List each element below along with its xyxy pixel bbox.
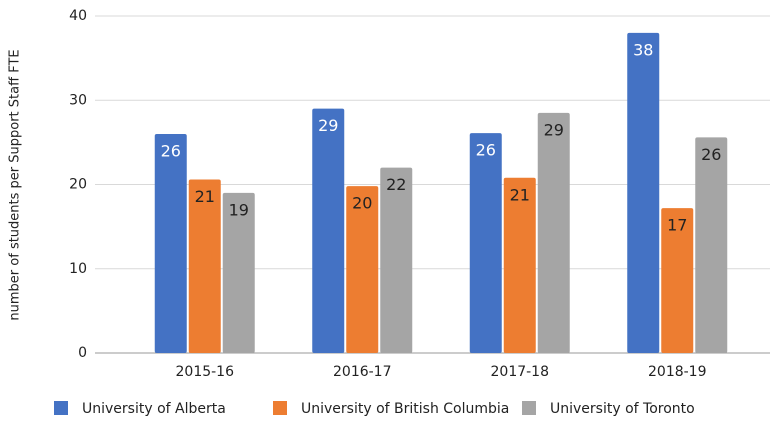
x-tick-label: 2016-17: [333, 364, 392, 380]
x-tick-label: 2015-16: [176, 364, 235, 380]
y-axis-title: number of students per Support Staff FTE: [8, 49, 23, 320]
bar: [627, 32, 660, 353]
legend-swatch: [522, 401, 536, 415]
y-tick-label: 40: [69, 8, 87, 24]
bar: [469, 133, 502, 353]
data-label: 29: [318, 116, 338, 135]
x-tick-label: 2018-19: [648, 364, 707, 380]
legend-label: University of Alberta: [82, 401, 226, 417]
data-label: 26: [161, 141, 181, 160]
legend-swatch: [273, 401, 287, 415]
bar: [346, 186, 379, 353]
data-label: 26: [701, 145, 721, 164]
bar: [537, 112, 570, 353]
bar: [661, 208, 694, 353]
bar: [154, 133, 187, 353]
bar: [188, 179, 221, 353]
x-tick-label: 2017-18: [491, 364, 550, 380]
legend-label: University of British Columbia: [301, 401, 509, 417]
bar: [380, 167, 413, 353]
y-tick-label: 30: [69, 92, 87, 108]
bar: [503, 177, 536, 353]
data-label: 26: [476, 141, 496, 160]
y-tick-label: 10: [69, 261, 87, 277]
data-label: 38: [633, 40, 653, 59]
data-label: 21: [510, 185, 530, 204]
data-label: 29: [544, 120, 564, 139]
bar: [222, 192, 255, 353]
y-tick-label: 0: [78, 345, 87, 361]
data-label: 20: [352, 194, 372, 213]
data-label: 19: [229, 200, 249, 219]
y-tick-label: 20: [69, 177, 87, 193]
legend-label: University of Toronto: [550, 401, 695, 417]
bar: [695, 137, 728, 353]
legend-swatch: [54, 401, 68, 415]
data-label: 22: [386, 175, 406, 194]
bar: [312, 108, 345, 353]
data-label: 21: [195, 187, 215, 206]
data-label: 17: [667, 216, 687, 235]
